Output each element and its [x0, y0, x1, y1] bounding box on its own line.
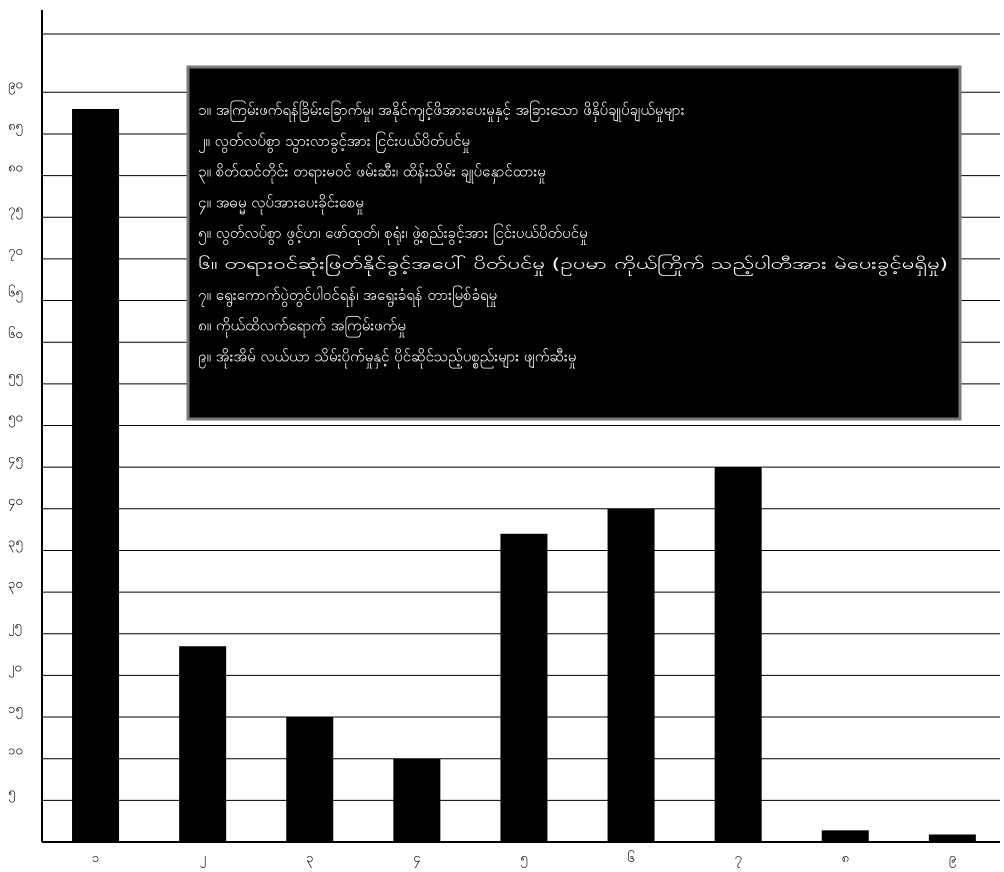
y-tick-label: ၃၅ — [8, 535, 23, 552]
bar — [393, 758, 441, 842]
legend-entry: ၆။ တရားဝင်ဆုံးဖြတ်နိုင်ခွင့်အပေါ် ပိတ်ပင… — [198, 254, 948, 276]
legend-entry: ၃။ စိတ်ထင်တိုင်း တရားမဝင် ဖမ်းဆီး၊ ထိန်း… — [198, 163, 546, 184]
y-tick-label: ၇၀ — [8, 244, 23, 261]
x-tick-label: ၃ — [306, 851, 313, 868]
legend-entries: ၁။ အကြမ်းဖက်ရန်ခြိမ်းခြောက်မှု၊ အနိုင်ကျ… — [198, 100, 948, 368]
legend-box — [186, 65, 962, 421]
x-tick-label: ၆ — [627, 850, 634, 866]
y-tick-label: ၈၅ — [8, 119, 23, 136]
legend-entry: ၂။ လွတ်လပ်စွာ သွားလာခွင့်အား ငြင်းပယ်ပိတ… — [198, 131, 470, 153]
bar — [286, 717, 334, 842]
bar — [607, 508, 655, 842]
y-tick-label: ၂၅ — [8, 619, 22, 636]
x-tick-label: ၈ — [842, 851, 849, 866]
y-tick-label: ၇၅ — [8, 202, 23, 219]
x-tick-label: ၉ — [949, 851, 956, 868]
legend-entry: ၁။ အကြမ်းဖက်ရန်ခြိမ်းခြောက်မှု၊ အနိုင်ကျ… — [198, 100, 685, 122]
bar — [72, 108, 120, 842]
x-tick-labels: ၁ ၂ ၃ ၄ ၅ ၆ ၇ ၈ ၉ — [92, 850, 956, 868]
bar — [821, 830, 869, 842]
legend-entry: ၉။ အိုးအိမ် လယ်ယာ သိမ်းပိုက်မှုနှင့် ပို… — [198, 347, 576, 368]
y-tick-label: ၅၅ — [8, 369, 23, 386]
legend-entry: ၇။ ရွေးကောက်ပွဲတွင်ပါဝင်ရန်၊ အရွေးခံရန် … — [198, 285, 497, 307]
legend-entry: ၅။ လွတ်လပ်စွာ ဖွင့်ဟ၊ ဖော်ထုတ်၊ စုရုံး၊ … — [198, 223, 588, 245]
y-tick-label: ၄၅ — [8, 452, 23, 469]
x-tick-label: ၁ — [92, 851, 99, 866]
y-tick-labels: ၅ ၁၀ ၁၅ ၂၀ ၂၅ ၃၀ ၃၅ ၄၀ ၄၅ ၅၀ ၅၅ ၆၀ ၆၅ ၇၀ ၇၅ ၈၀ ၈၅ ၉၀ — [8, 77, 23, 802]
legend: ၁။ အကြမ်းဖက်ရန်ခြိမ်းခြောက်မှု၊ အနိုင်ကျ… — [186, 65, 962, 421]
bar — [500, 533, 548, 842]
y-tick-label: ၉၀ — [8, 77, 23, 94]
y-tick-label: ၁၅ — [8, 702, 23, 719]
bars — [72, 108, 976, 842]
legend-entry: ၈။ ကိုယ်ထိလက်ရောက် အကြမ်းဖက်မှု — [198, 316, 406, 338]
y-tick-label: ၈၀ — [8, 161, 23, 176]
y-tick-label: ၅ — [8, 785, 15, 802]
y-tick-label: ၆၀ — [8, 326, 23, 342]
y-tick-label: ၁၀ — [8, 744, 23, 759]
x-tick-label: ၂ — [199, 851, 205, 868]
x-tick-label: ၇ — [734, 851, 741, 868]
bar — [928, 834, 976, 842]
y-tick-label: ၅၀ — [8, 411, 23, 428]
bar — [714, 467, 762, 842]
legend-entry: ၄။ အဓမ္မ လုပ်အားပေးခိုင်းစေမှု — [198, 193, 364, 214]
y-tick-label: ၂၀ — [8, 660, 22, 677]
y-tick-label: ၄၀ — [8, 494, 23, 511]
axes — [41, 10, 1000, 843]
y-tick-label: ၆၅ — [8, 285, 23, 303]
bar — [179, 646, 227, 842]
y-tick-label: ၃၀ — [8, 577, 23, 594]
x-tick-label: ၅ — [520, 851, 527, 868]
x-tick-label: ၄ — [413, 851, 421, 868]
